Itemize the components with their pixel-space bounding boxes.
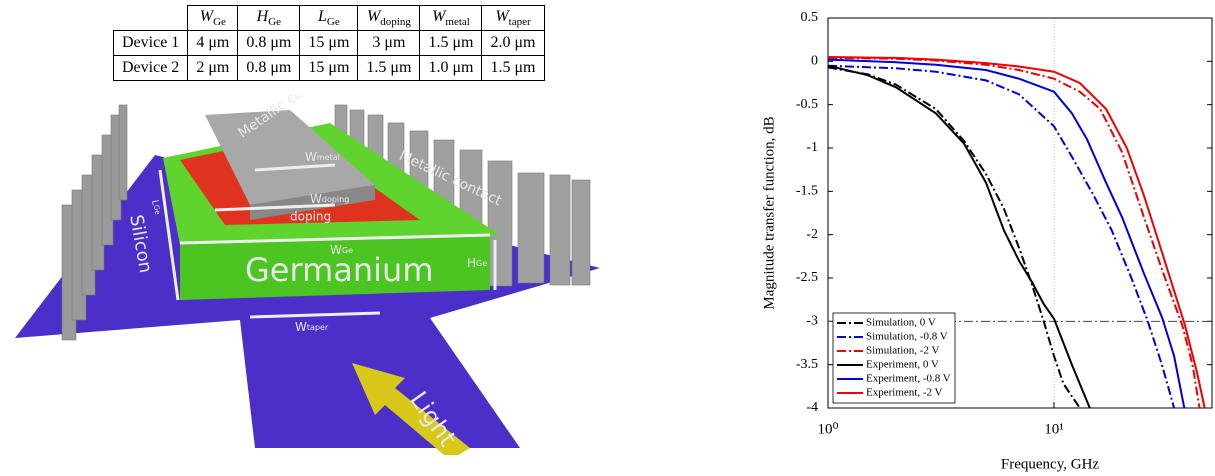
- y-tick-label: 0.5: [801, 10, 819, 25]
- label-w-doping: Wdoping: [310, 192, 349, 206]
- table-cell: 1.0 μm: [419, 55, 483, 81]
- series-line: [827, 66, 1081, 409]
- y-tick-label: -1.5: [796, 184, 818, 199]
- device-illustration: Metallic contact Metallic contact Wmetal…: [15, 95, 600, 455]
- label-w-metal: Wmetal: [305, 150, 340, 164]
- y-axis-label: Magnitude transfer function, dB: [761, 116, 777, 309]
- legend-label: Simulation, -0.8 V: [866, 331, 948, 343]
- label-h-ge: HGe: [467, 256, 487, 270]
- table-cell: 0.8 μm: [237, 55, 301, 81]
- metal-contact-side: [250, 185, 375, 220]
- series-line: [827, 58, 1186, 409]
- table-cell: 15 μm: [299, 30, 359, 56]
- table-cell: 3 μm: [357, 30, 421, 56]
- label-w-ge: WGe: [330, 243, 353, 257]
- table-cell: 4 μm: [187, 30, 239, 56]
- table-corner: [113, 5, 189, 31]
- series-line: [827, 56, 1206, 409]
- chart: Magnitude transfer function, dB Frequenc…: [761, 10, 1213, 472]
- label-doping: doping: [290, 210, 331, 224]
- series-line: [827, 56, 1201, 409]
- germanium-front: [180, 235, 490, 300]
- y-tick-label: -4: [806, 400, 818, 415]
- y-tick-label: -2.5: [796, 270, 818, 285]
- metal-contact-top: [205, 110, 375, 205]
- x-axis-label: Frequency, GHz: [1001, 456, 1100, 472]
- label-germanium: Germanium: [245, 251, 433, 289]
- table-cell: 1.5 μm: [481, 55, 545, 81]
- series-line: [827, 64, 1176, 409]
- y-tick-label: -3.5: [796, 357, 818, 372]
- series-line: [827, 64, 1091, 409]
- legend-label: Experiment, -2 V: [866, 387, 943, 399]
- label-w-taper: Wtaper: [295, 320, 329, 334]
- table-header-cell: Wdoping: [357, 5, 421, 31]
- left-pillars: [61, 104, 128, 341]
- table-header-row: WGe HGe LGe Wdoping Wmetal Wtaper: [113, 5, 545, 31]
- table-cell: Device 1: [112, 30, 189, 56]
- y-tick-label: -0.5: [796, 97, 818, 112]
- silicon-substrate: [15, 155, 600, 448]
- light-arrow: [352, 363, 470, 455]
- y-tick-label: -1: [806, 140, 818, 155]
- legend-label: Simulation, -2 V: [866, 345, 939, 357]
- legend-label: Experiment, 0 V: [866, 359, 939, 371]
- table-cell: 2.0 μm: [481, 30, 545, 56]
- plot-frame: [827, 17, 1213, 409]
- table-header-cell: Wmetal: [419, 5, 483, 31]
- table-header-cell: WGe: [187, 5, 239, 31]
- table-cell: 1.5 μm: [419, 30, 483, 56]
- dimension-arrows: [158, 163, 497, 319]
- legend-label: Simulation, 0 V: [866, 317, 936, 329]
- table-header-cell: Wtaper: [481, 5, 545, 31]
- legend-box: [832, 312, 956, 404]
- y-tick-label: 0: [811, 54, 818, 69]
- label-l-ge: LGe: [150, 199, 162, 215]
- table-cell: 0.8 μm: [237, 30, 301, 56]
- parameter-table: WGe HGe LGe Wdoping Wmetal Wtaper Device…: [112, 5, 545, 81]
- legend-label: Experiment, -0.8 V: [866, 373, 951, 385]
- y-tick-label: -3: [806, 314, 818, 329]
- x-tick-label: 10¹: [1044, 421, 1064, 437]
- table-header-cell: LGe: [299, 5, 359, 31]
- table-cell: 15 μm: [299, 55, 359, 81]
- table-header-cell: HGe: [237, 5, 301, 31]
- table-cell: 1.5 μm: [357, 55, 421, 81]
- table-cell: 2 μm: [187, 55, 239, 81]
- x-tick-label: 10⁰: [817, 421, 838, 437]
- y-tick-label: -2: [806, 227, 818, 242]
- table-cell: Device 2: [112, 55, 189, 81]
